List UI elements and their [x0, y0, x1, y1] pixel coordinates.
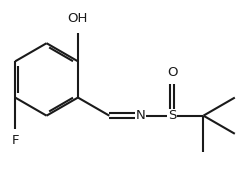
Text: O: O — [167, 66, 177, 79]
Text: OH: OH — [68, 12, 88, 25]
Text: N: N — [136, 109, 145, 122]
Text: F: F — [12, 134, 19, 147]
Text: S: S — [168, 109, 176, 122]
